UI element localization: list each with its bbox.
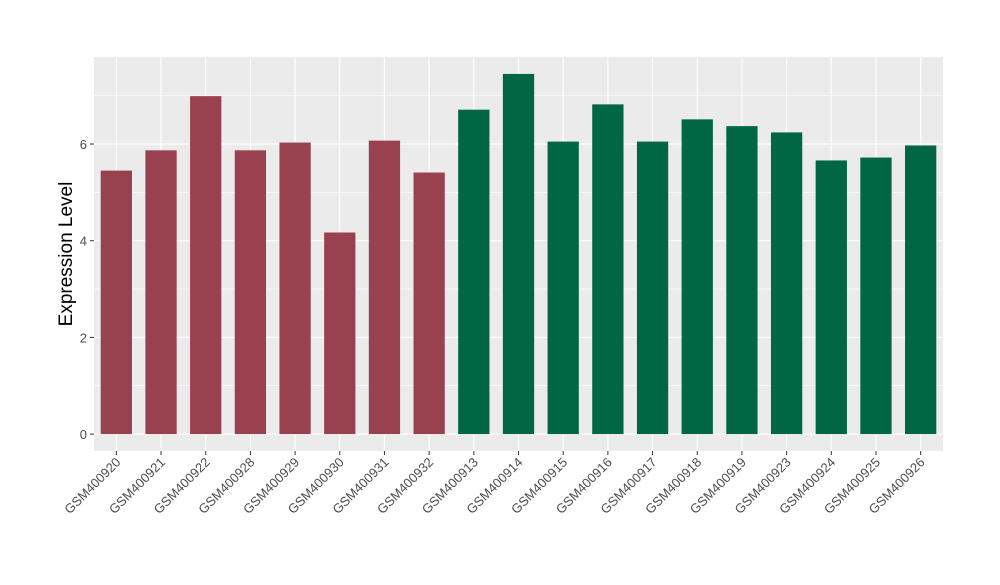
y-tick-label: 6 [80,137,87,152]
bar-GSM400931 [368,140,401,435]
bar-GSM400932 [413,172,445,435]
bar-GSM400918 [681,119,713,435]
bar-GSM400916 [592,104,624,435]
bars [100,73,937,435]
bar-GSM400929 [279,142,311,435]
bar-GSM400924 [815,160,847,435]
bar-GSM400930 [324,232,356,435]
bar-GSM400914 [502,73,535,435]
bar-GSM400926 [905,145,937,435]
y-tick-label: 0 [80,427,87,442]
bar-GSM400921 [145,150,177,435]
bar-GSM400928 [234,150,267,435]
bar-GSM400920 [100,170,132,435]
bar-GSM400917 [636,141,669,435]
bar-GSM400913 [458,109,490,435]
x-axis: GSM400920GSM400921GSM400922GSM400928GSM4… [61,451,928,517]
y-tick-label: 4 [80,234,87,249]
bar-GSM400915 [547,141,579,435]
y-axis: 0 2 4 6 [80,137,94,442]
bar-GSM400919 [726,126,758,435]
bar-GSM400922 [190,96,222,435]
y-axis-label: Expression Level [56,182,77,327]
bar-GSM400925 [860,157,892,435]
y-tick-label: 2 [80,330,87,345]
bar-GSM400923 [770,132,803,435]
